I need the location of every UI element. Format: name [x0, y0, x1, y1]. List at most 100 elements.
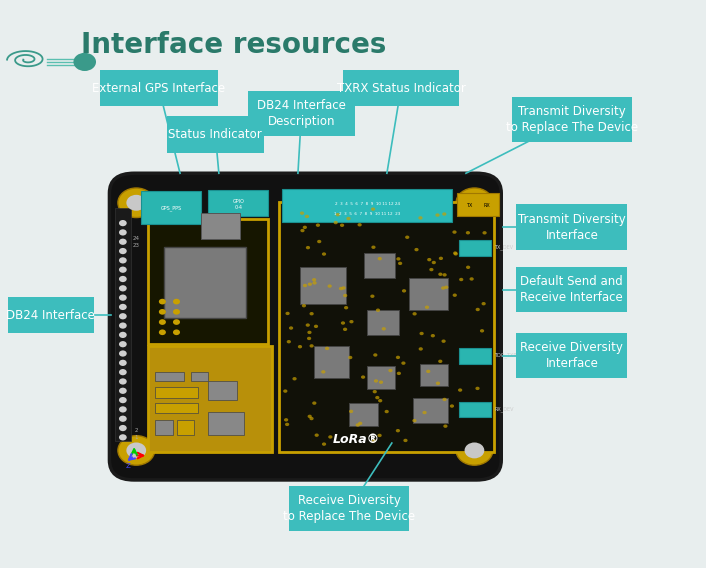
Circle shape	[374, 379, 378, 383]
Circle shape	[347, 217, 351, 220]
Circle shape	[441, 340, 445, 343]
Circle shape	[474, 252, 479, 256]
Text: Status Indicator: Status Indicator	[169, 128, 262, 141]
Circle shape	[341, 321, 345, 325]
Circle shape	[429, 268, 433, 272]
Circle shape	[436, 214, 440, 217]
Circle shape	[322, 252, 326, 256]
Circle shape	[456, 188, 493, 218]
Circle shape	[376, 308, 380, 312]
Circle shape	[458, 389, 462, 392]
Circle shape	[119, 378, 127, 385]
Circle shape	[292, 377, 297, 381]
Circle shape	[119, 435, 127, 441]
Circle shape	[119, 323, 127, 329]
Circle shape	[312, 278, 316, 282]
Circle shape	[441, 286, 445, 290]
FancyBboxPatch shape	[208, 381, 237, 400]
FancyBboxPatch shape	[314, 346, 349, 378]
Circle shape	[306, 323, 310, 327]
Circle shape	[335, 213, 340, 216]
Circle shape	[361, 375, 365, 379]
Circle shape	[419, 347, 423, 350]
Text: RX_DEV: RX_DEV	[494, 407, 514, 412]
Circle shape	[159, 299, 166, 304]
FancyBboxPatch shape	[300, 267, 346, 304]
Circle shape	[427, 258, 431, 261]
Text: Transmit Diversity
to Replace The Device: Transmit Diversity to Replace The Device	[505, 105, 638, 134]
FancyBboxPatch shape	[167, 116, 264, 153]
Circle shape	[444, 286, 448, 289]
Circle shape	[343, 328, 347, 331]
Circle shape	[342, 286, 346, 290]
Circle shape	[119, 257, 127, 264]
Circle shape	[344, 306, 348, 310]
FancyBboxPatch shape	[279, 202, 494, 452]
Circle shape	[302, 304, 306, 307]
Circle shape	[431, 334, 435, 337]
Circle shape	[159, 329, 166, 335]
Circle shape	[119, 285, 127, 291]
Circle shape	[403, 438, 407, 442]
Circle shape	[119, 276, 127, 282]
FancyBboxPatch shape	[115, 208, 131, 441]
Circle shape	[119, 369, 127, 375]
Circle shape	[159, 319, 166, 325]
Circle shape	[73, 53, 96, 71]
Circle shape	[173, 329, 180, 335]
Text: 2
1: 2 1	[135, 428, 138, 440]
Circle shape	[159, 309, 166, 315]
Circle shape	[339, 287, 343, 290]
Circle shape	[119, 332, 127, 338]
Circle shape	[306, 246, 310, 249]
Circle shape	[453, 231, 457, 234]
Circle shape	[305, 215, 309, 218]
FancyBboxPatch shape	[517, 204, 628, 250]
FancyBboxPatch shape	[141, 191, 201, 224]
Circle shape	[426, 370, 431, 373]
FancyBboxPatch shape	[109, 173, 501, 480]
Circle shape	[373, 390, 377, 394]
Circle shape	[425, 306, 429, 309]
Circle shape	[119, 304, 127, 310]
Circle shape	[438, 273, 443, 276]
Text: TDO_TXRX: TDO_TXRX	[494, 353, 520, 358]
Circle shape	[289, 327, 293, 330]
FancyBboxPatch shape	[282, 189, 452, 222]
FancyBboxPatch shape	[409, 278, 448, 310]
FancyBboxPatch shape	[367, 310, 399, 335]
Circle shape	[316, 223, 320, 227]
Text: RX: RX	[484, 203, 491, 208]
Circle shape	[398, 262, 402, 265]
Circle shape	[118, 188, 155, 218]
Circle shape	[442, 212, 446, 216]
FancyBboxPatch shape	[191, 372, 208, 381]
Circle shape	[317, 240, 321, 243]
FancyBboxPatch shape	[459, 240, 491, 256]
Circle shape	[385, 410, 389, 414]
FancyBboxPatch shape	[201, 213, 240, 239]
Circle shape	[378, 399, 383, 402]
Circle shape	[325, 346, 329, 350]
FancyBboxPatch shape	[349, 403, 378, 426]
Circle shape	[308, 282, 312, 286]
Circle shape	[307, 337, 311, 340]
Circle shape	[119, 387, 127, 394]
FancyBboxPatch shape	[367, 366, 395, 389]
Circle shape	[313, 281, 317, 285]
FancyBboxPatch shape	[8, 297, 94, 333]
Circle shape	[459, 278, 463, 281]
Text: External GPS Interface: External GPS Interface	[92, 82, 225, 94]
Circle shape	[173, 319, 180, 325]
Circle shape	[119, 248, 127, 254]
Circle shape	[312, 402, 316, 405]
Circle shape	[309, 417, 313, 420]
Circle shape	[482, 231, 486, 235]
Circle shape	[388, 369, 393, 372]
Circle shape	[453, 294, 457, 297]
FancyBboxPatch shape	[164, 247, 246, 318]
Circle shape	[173, 299, 180, 304]
Circle shape	[119, 406, 127, 412]
Circle shape	[382, 327, 386, 331]
Text: 2  3  4  5  6  7  8  9  10 11 12 24: 2 3 4 5 6 7 8 9 10 11 12 24	[335, 202, 400, 207]
